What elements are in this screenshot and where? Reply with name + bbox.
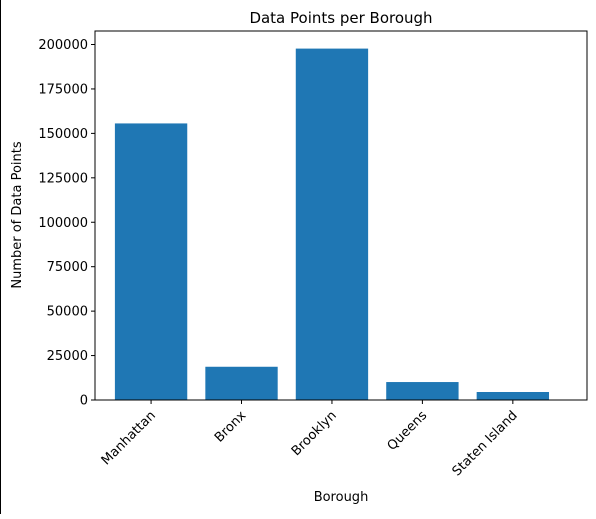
x-tick-label: Staten Island bbox=[450, 408, 521, 479]
bar-queens bbox=[386, 382, 459, 400]
y-tick-label: 0 bbox=[80, 394, 88, 409]
x-tick-label: Queens bbox=[385, 408, 431, 454]
chart-title: Data Points per Borough bbox=[249, 9, 432, 27]
y-tick-label: 150000 bbox=[38, 127, 88, 142]
y-tick-label: 50000 bbox=[47, 305, 88, 320]
y-tick-label: 175000 bbox=[38, 82, 88, 97]
plot-frame bbox=[94, 30, 588, 401]
y-tick-label: 75000 bbox=[47, 260, 88, 275]
y-axis-label: Number of Data Points bbox=[10, 141, 25, 288]
bar-brooklyn bbox=[295, 48, 369, 400]
axes-layer bbox=[94, 30, 588, 401]
bar-manhattan bbox=[114, 123, 188, 401]
y-tick-label: 25000 bbox=[47, 349, 88, 364]
y-tick-label: 200000 bbox=[38, 38, 88, 53]
x-axis-label: Borough bbox=[314, 490, 369, 505]
x-axis: Manhattan Bronx Brooklyn Queens Staten Islan… bbox=[99, 400, 521, 479]
x-tick-label: Bronx bbox=[212, 408, 250, 446]
window-left-border bbox=[0, 0, 1, 514]
y-tick-label: 100000 bbox=[38, 216, 88, 231]
bars-layer bbox=[114, 48, 550, 401]
x-tick-label: Manhattan bbox=[99, 408, 159, 468]
y-axis: 0 25000 50000 75000 100000 125000 150000 175000… bbox=[38, 38, 95, 409]
bar-staten-island bbox=[476, 392, 550, 400]
x-tick-label: Brooklyn bbox=[289, 408, 340, 459]
y-tick-label: 125000 bbox=[38, 171, 88, 186]
bar-bronx bbox=[205, 366, 278, 400]
